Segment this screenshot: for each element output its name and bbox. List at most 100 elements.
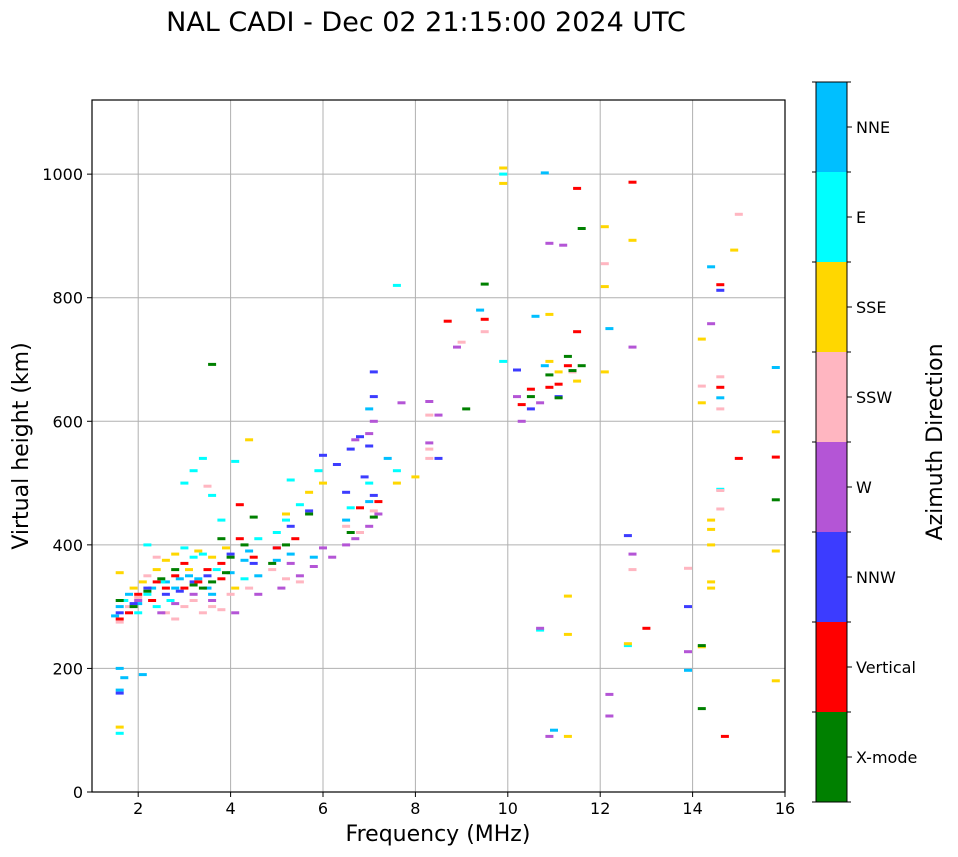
data-point-sse: [171, 552, 180, 556]
data-point-nnw: [684, 605, 692, 609]
colorbar-tick-label: E: [856, 208, 866, 227]
colorbar-tick-label: SSE: [856, 298, 886, 317]
data-point-ssw: [697, 384, 706, 388]
data-point-ssw: [268, 568, 277, 572]
colorbar-label: Azimuth Direction: [923, 343, 948, 540]
data-point-nne: [148, 586, 157, 590]
data-point-sse: [161, 558, 170, 562]
x-tick-label: 8: [410, 799, 420, 818]
data-point-e: [189, 555, 198, 559]
data-point-nne: [383, 456, 392, 460]
y-tick-label: 600: [52, 412, 83, 431]
data-point-w: [309, 565, 318, 568]
data-point-x-mode: [157, 577, 166, 581]
data-point-e: [272, 531, 281, 534]
data-point-w: [328, 555, 337, 559]
data-point-sse: [771, 679, 780, 683]
data-point-nne: [550, 728, 558, 732]
grid-lines: [92, 100, 786, 793]
data-point-ssw: [342, 524, 351, 528]
data-point-x-mode: [545, 373, 554, 377]
colorbar-segment-w: [816, 442, 847, 532]
data-point-w: [397, 401, 406, 405]
data-point-sse: [707, 586, 716, 590]
data-point-w: [171, 602, 180, 606]
data-point-ssw: [716, 375, 725, 379]
data-point-sse: [545, 359, 554, 363]
data-point-nnw: [369, 493, 378, 497]
data-point-nnw: [305, 509, 314, 513]
colorbar-segment-sse: [816, 262, 847, 352]
data-point-w: [365, 432, 374, 436]
data-point-e: [623, 644, 632, 648]
data-point-e: [282, 518, 290, 522]
data-point-sse: [600, 285, 609, 289]
data-point-w: [254, 592, 263, 596]
data-point-x-mode: [577, 364, 586, 368]
data-point-nnw: [249, 561, 258, 565]
data-point-w: [513, 395, 521, 399]
y-axis-ticks: 0 200 400 600 800 1000: [42, 165, 92, 802]
data-point-ssw: [208, 605, 217, 609]
data-point-w: [628, 552, 637, 556]
colorbar-segment-e: [816, 172, 847, 262]
data-point-w: [369, 419, 378, 423]
data-point-nne: [175, 577, 184, 581]
data-point-nnw: [513, 368, 521, 372]
data-point-e: [134, 611, 143, 615]
data-point-vertical: [217, 577, 226, 581]
data-point-ssw: [734, 212, 743, 216]
data-point-ssw: [425, 413, 434, 417]
data-point-nne: [684, 668, 692, 672]
data-point-e: [157, 580, 166, 584]
data-point-sse: [771, 549, 780, 553]
y-tick-label: 0: [73, 783, 83, 802]
data-point-x-mode: [208, 362, 217, 366]
data-point-vertical: [734, 456, 743, 460]
data-point-sse: [563, 734, 572, 738]
data-point-sse: [305, 490, 314, 494]
data-point-w: [286, 561, 295, 565]
data-point-x-mode: [697, 644, 706, 648]
data-point-w: [189, 592, 198, 596]
data-point-w: [434, 413, 443, 417]
data-point-sse: [392, 481, 401, 485]
data-point-e: [365, 481, 374, 485]
data-point-e: [212, 568, 221, 572]
data-point-e: [286, 478, 295, 482]
data-point-ssw: [134, 595, 143, 599]
data-point-e: [166, 599, 175, 602]
data-point-nnw: [434, 456, 443, 460]
data-point-e: [536, 628, 545, 632]
data-point-vertical: [573, 186, 582, 190]
data-point-vertical: [374, 500, 383, 504]
data-point-sse: [115, 725, 124, 729]
data-point-sse: [563, 632, 572, 636]
data-point-ssw: [198, 611, 207, 615]
data-point-vertical: [716, 385, 725, 389]
data-point-w: [536, 401, 545, 405]
data-point-vertical: [545, 385, 554, 389]
colorbar-segment-nnw: [816, 532, 847, 622]
data-point-w: [351, 537, 360, 541]
x-tick-label: 14: [682, 799, 702, 818]
data-point-e: [143, 543, 152, 547]
colorbar-tick-label: SSW: [856, 388, 892, 407]
data-point-w: [536, 626, 545, 630]
data-point-nne: [111, 614, 120, 618]
data-point-w: [605, 692, 614, 696]
data-point-e: [189, 469, 198, 473]
data-point-ssw: [125, 605, 133, 609]
data-point-ssw: [684, 566, 692, 570]
data-point-nne: [254, 574, 263, 578]
data-points: [111, 166, 780, 738]
data-point-vertical: [125, 611, 133, 615]
data-point-e: [392, 469, 401, 473]
data-point-w: [605, 714, 614, 718]
colorbar-segment-ssw: [816, 352, 847, 442]
data-point-ssw: [161, 611, 170, 615]
data-point-e: [346, 506, 355, 510]
data-point-sse: [499, 166, 508, 170]
data-point-x-mode: [268, 561, 277, 565]
